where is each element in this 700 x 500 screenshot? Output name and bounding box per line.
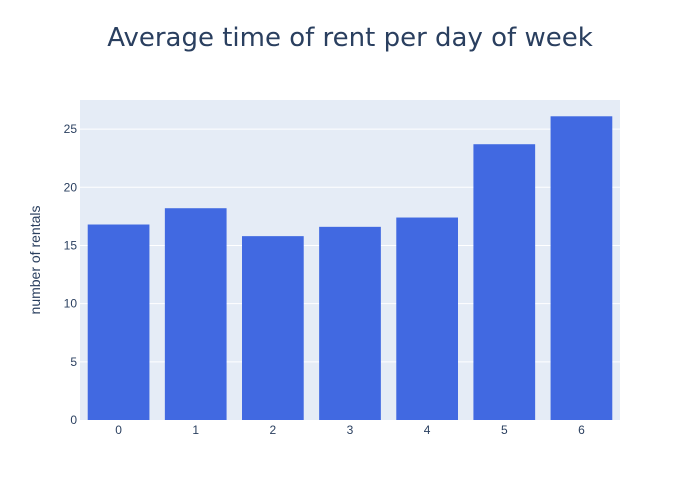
y-tick-label: 0 [70,413,77,427]
x-tick-label: 4 [424,423,431,437]
y-axis-ticks: 0 5 10 15 20 25 [64,122,78,427]
bar-1 [164,208,227,420]
bar-6 [550,116,613,421]
x-tick-label: 5 [501,423,508,437]
y-tick-label: 5 [70,355,77,369]
y-axis-label: number of rentals [27,206,43,315]
y-tick-label: 10 [64,297,78,311]
bars [87,116,613,421]
bar-0 [87,224,150,420]
y-tick-label: 25 [64,122,78,136]
bar-5 [473,144,536,420]
chart-title: Average time of rent per day of week [107,23,593,53]
x-tick-label: 1 [192,423,199,437]
x-tick-label: 3 [347,423,354,437]
bar-4 [396,217,458,420]
x-axis-ticks: 0 1 2 3 4 5 6 [115,423,585,437]
x-tick-label: 6 [578,423,585,437]
x-tick-label: 0 [115,423,122,437]
y-tick-label: 15 [64,238,78,252]
y-tick-label: 20 [64,180,78,194]
bar-3 [319,226,381,420]
x-tick-label: 2 [270,423,277,437]
bar-2 [242,236,304,420]
